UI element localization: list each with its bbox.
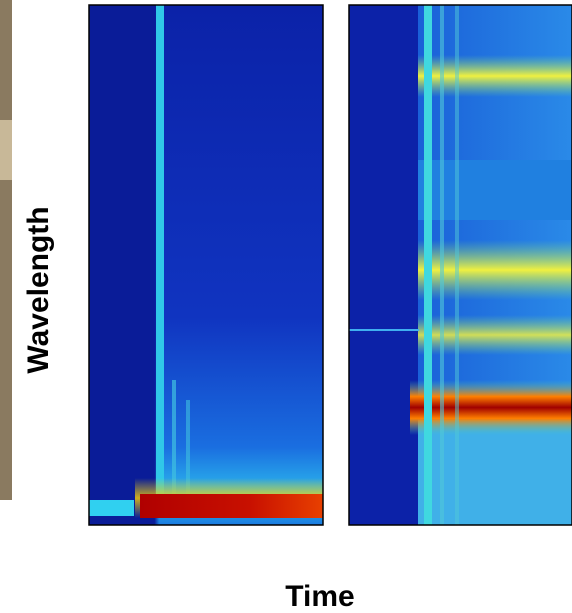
y-axis-label: Wavelength <box>22 206 55 373</box>
heatmap-left <box>88 4 324 526</box>
photo-strip <box>0 120 12 180</box>
photo-strip <box>0 0 12 500</box>
x-axis-label: Time <box>285 580 354 613</box>
heatmap-right <box>348 4 572 526</box>
